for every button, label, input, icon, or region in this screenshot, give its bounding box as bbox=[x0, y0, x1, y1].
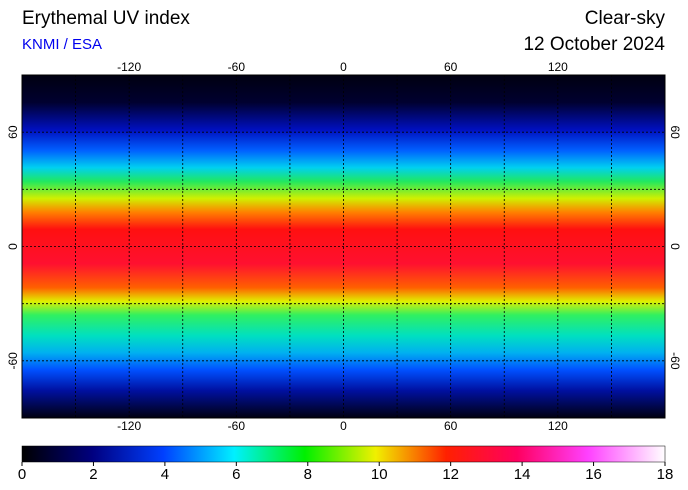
source: KNMI / ESA bbox=[22, 36, 102, 53]
lon-tick-label: 60 bbox=[444, 60, 458, 74]
lat-tick-label: -60 bbox=[6, 352, 20, 370]
lat-tick-label: 0 bbox=[6, 243, 20, 250]
lon-tick-label: -60 bbox=[228, 419, 246, 433]
colorbar-tick-label: 8 bbox=[304, 466, 312, 483]
date: 12 October 2024 bbox=[523, 34, 665, 55]
colorbar-tick-label: 4 bbox=[161, 466, 169, 483]
lat-tick-label: 60 bbox=[668, 125, 682, 139]
colorbar-tick-label: 2 bbox=[89, 466, 97, 483]
colorbar-tick-label: 18 bbox=[657, 466, 674, 483]
lon-tick-label: -120 bbox=[117, 419, 141, 433]
title: Erythemal UV index bbox=[22, 8, 190, 29]
lon-tick-label: 0 bbox=[340, 60, 347, 74]
colorbar-tick-label: 0 bbox=[18, 466, 26, 483]
lon-tick-label: 0 bbox=[340, 419, 347, 433]
lon-tick-label: -60 bbox=[228, 60, 246, 74]
lat-tick-label: 0 bbox=[668, 243, 682, 250]
lon-tick-label: 120 bbox=[548, 419, 568, 433]
lon-tick-label: 120 bbox=[548, 60, 568, 74]
colorbar-tick-label: 10 bbox=[371, 466, 388, 483]
colorbar-tick-label: 6 bbox=[232, 466, 240, 483]
colorbar-tick-label: 12 bbox=[442, 466, 459, 483]
lon-tick-label: -120 bbox=[117, 60, 141, 74]
map-frame bbox=[21, 74, 666, 419]
lon-tick-label: 60 bbox=[444, 419, 458, 433]
lat-tick-label: 60 bbox=[6, 125, 20, 139]
colorbar bbox=[21, 445, 666, 463]
lat-tick-label: -60 bbox=[668, 352, 682, 370]
colorbar-tick-label: 14 bbox=[514, 466, 531, 483]
mode: Clear-sky bbox=[585, 8, 666, 29]
colorbar-tick-label: 16 bbox=[585, 466, 602, 483]
